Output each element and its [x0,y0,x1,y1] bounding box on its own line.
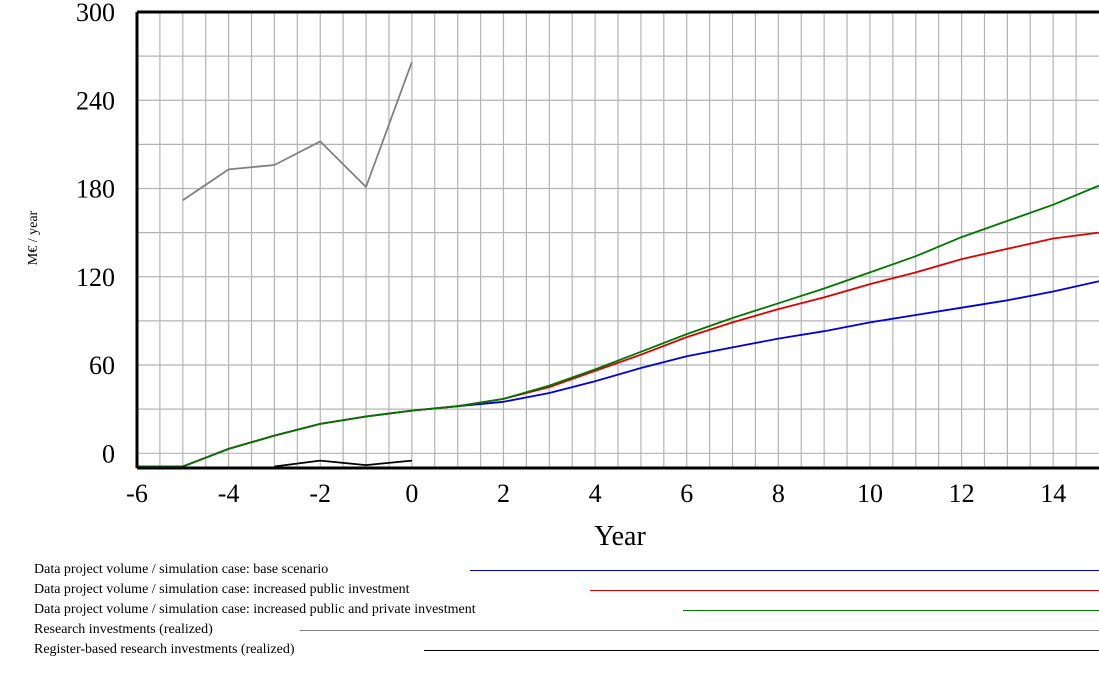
x-tick-label: 10 [857,479,883,508]
y-axis-label: M€ / year [26,210,41,265]
series-line [274,459,412,468]
legend-swatch [590,590,1099,591]
legend-item: Data project volume / simulation case: i… [0,600,1099,620]
plot-frame [135,10,1099,470]
x-tick-label: 4 [589,479,602,508]
y-tick-label: 300 [76,0,115,27]
legend-label: Register-based research investments (rea… [34,642,295,657]
y-tick-label: 60 [89,351,115,380]
legend: Data project volume / simulation case: b… [0,560,1099,660]
tick-labels: -6 -4 -2 0 2 4 6 8 10 12 14 0 60 120 180 240 300 [76,0,1066,508]
series-line [137,184,1099,468]
legend-item: Data project volume / simulation case: i… [0,580,1099,600]
x-tick-label: 2 [497,479,510,508]
legend-label: Data project volume / simulation case: i… [34,582,410,597]
x-tick-label: -6 [126,479,148,508]
x-tick-label: 12 [949,479,975,508]
legend-label: Research investments (realized) [34,622,213,637]
x-tick-label: 14 [1040,479,1066,508]
x-tick-label: 0 [405,479,418,508]
x-tick-label: -4 [218,479,240,508]
legend-item: Register-based research investments (rea… [0,640,1099,660]
series-line [182,61,413,202]
y-tick-label: 0 [102,439,115,468]
legend-item: Data project volume / simulation case: b… [0,560,1099,580]
series-lines [137,61,1099,468]
legend-label: Data project volume / simulation case: i… [34,602,476,617]
grid [137,12,1099,468]
legend-swatch [300,630,1099,631]
x-tick-label: 8 [772,479,785,508]
y-tick-label: 240 [76,86,115,115]
legend-swatch [424,650,1099,651]
x-tick-label: -2 [309,479,331,508]
x-axis-label: Year [594,521,646,552]
legend-label: Data project volume / simulation case: b… [34,562,329,577]
legend-item: Research investments (realized) [0,620,1099,640]
y-tick-label: 120 [76,263,115,292]
legend-swatch [470,570,1099,571]
legend-swatch [683,610,1099,611]
x-tick-label: 6 [680,479,693,508]
line-chart: -6 -4 -2 0 2 4 6 8 10 12 14 0 60 120 180 240 300 Year M€… [26,0,1099,552]
y-tick-label: 180 [76,175,115,204]
